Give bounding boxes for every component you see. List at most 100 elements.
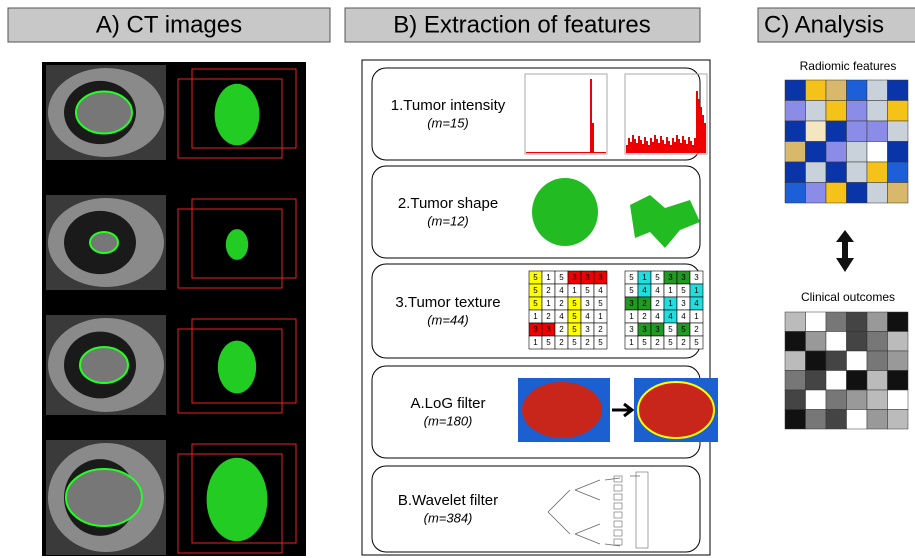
clinical-cell — [866, 370, 888, 391]
panel-title: B) Extraction of features — [393, 11, 650, 38]
histogram-bar — [630, 142, 632, 153]
histogram-bar — [698, 99, 700, 153]
clinical-cell — [825, 370, 847, 391]
texture-value: 2 — [546, 286, 551, 295]
texture-value: 4 — [585, 312, 590, 321]
histogram-bar — [628, 138, 630, 153]
histogram-bar — [574, 152, 576, 153]
log-image — [637, 381, 715, 439]
texture-value: 3 — [642, 325, 647, 334]
tumor-3d — [206, 457, 268, 542]
histogram-bar — [640, 140, 642, 153]
clinical-cell — [825, 350, 847, 371]
radiomic-cell — [866, 79, 888, 101]
clinical-cell — [805, 350, 827, 371]
radiomic-cell — [805, 100, 827, 122]
clinical-cell — [887, 409, 909, 430]
histogram-bar — [648, 145, 650, 153]
histogram-bar — [534, 152, 536, 153]
header-box — [344, 7, 701, 43]
cube-back — [191, 318, 297, 404]
wavelet-tree — [547, 475, 640, 547]
radiomic-cell — [866, 161, 888, 183]
histogram-bar — [536, 152, 538, 153]
clinical-cell — [887, 311, 909, 332]
histogram-bar — [588, 152, 590, 153]
radiomic-cell — [866, 100, 888, 122]
radiomic-cell — [846, 79, 868, 101]
histogram-bar — [684, 140, 686, 153]
histogram-bar — [578, 152, 580, 153]
texture-value: 5 — [572, 325, 577, 334]
header-box — [757, 7, 915, 43]
histogram-bar — [650, 138, 652, 153]
histogram-bar — [602, 152, 604, 153]
texture-value: 3 — [629, 325, 634, 334]
texture-value: 2 — [642, 299, 647, 308]
texture-value: 4 — [655, 312, 660, 321]
cube-front — [177, 78, 283, 159]
arrow — [612, 402, 635, 418]
histogram-bar — [592, 123, 594, 153]
texture-value: 3 — [598, 273, 603, 282]
feature-count: (m=15) — [427, 115, 469, 130]
histogram-bar — [688, 137, 690, 153]
wavelet-node — [613, 511, 623, 519]
clinical-cell — [866, 350, 888, 371]
histogram-bar — [682, 136, 684, 153]
texture-value: 2 — [655, 299, 660, 308]
radiomic-cell — [805, 120, 827, 142]
texture-value: 5 — [559, 273, 564, 282]
texture-value: 2 — [642, 312, 647, 321]
texture-value: 1 — [668, 286, 673, 295]
histogram-bar — [680, 143, 682, 153]
feature-count: (m=44) — [427, 312, 469, 327]
shape-render — [532, 178, 598, 246]
histogram-bar — [558, 152, 560, 153]
texture-value: 5 — [572, 338, 577, 347]
histogram-bar — [586, 152, 588, 153]
clinical-cell — [784, 370, 806, 391]
log-image — [522, 382, 602, 438]
histogram-bar — [562, 152, 564, 153]
histogram-bar — [596, 152, 598, 153]
histogram-bar — [642, 144, 644, 153]
texture-value: 4 — [598, 286, 603, 295]
histogram-bar — [564, 152, 566, 153]
histogram-bar — [572, 152, 574, 153]
clinical-cell — [825, 331, 847, 352]
texture-value: 5 — [655, 273, 660, 282]
radiomic-cell — [784, 141, 806, 163]
radiomic-label: Radiomic features — [800, 59, 897, 73]
double-arrow — [836, 230, 854, 272]
histogram-bar — [546, 152, 548, 153]
cube-front — [177, 453, 283, 554]
clinical-cell — [866, 409, 888, 430]
radiomic-cell — [825, 120, 847, 142]
clinical-cell — [805, 389, 827, 410]
wavelet-output — [635, 471, 649, 549]
histogram-bar — [690, 141, 692, 153]
feature-count: (m=384) — [424, 510, 473, 525]
histogram-bar — [584, 152, 586, 153]
texture-value: 1 — [598, 312, 603, 321]
radiomic-cell — [805, 141, 827, 163]
clinical-cell — [805, 409, 827, 430]
histogram-bar — [580, 152, 582, 153]
wavelet-node — [613, 475, 623, 483]
texture-value: 5 — [572, 299, 577, 308]
texture-value: 4 — [559, 286, 564, 295]
histogram-bar — [600, 152, 602, 153]
histogram-bar — [644, 137, 646, 153]
texture-value: 5 — [585, 286, 590, 295]
texture-value: 5 — [533, 299, 538, 308]
panel-title: C) Analysis — [764, 11, 884, 38]
texture-value: 5 — [629, 273, 634, 282]
texture-value: 5 — [629, 286, 634, 295]
radiomic-cell — [846, 100, 868, 122]
radiomic-cell — [887, 120, 909, 142]
clinical-cell — [846, 350, 868, 371]
clinical-cell — [784, 331, 806, 352]
histogram-bar — [540, 152, 542, 153]
texture-value: 5 — [642, 338, 647, 347]
